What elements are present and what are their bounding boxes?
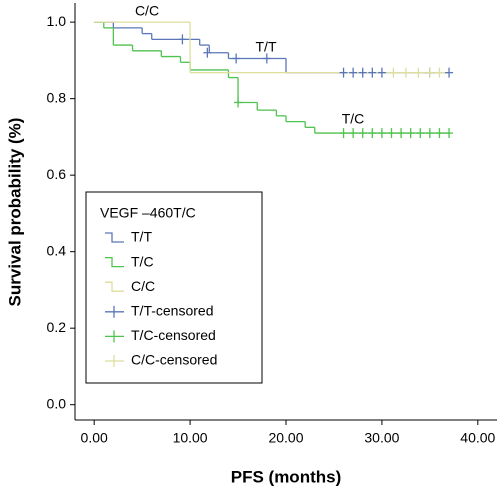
censor-mark: [339, 67, 348, 78]
censor-mark: [425, 128, 434, 139]
censor-mark: [397, 128, 406, 139]
censor-mark: [377, 128, 386, 139]
x-tick-label: 20.00: [268, 430, 303, 446]
y-tick-label: 0.8: [47, 89, 67, 105]
censor-mark: [389, 67, 398, 78]
legend-title: VEGF –460T/C: [100, 205, 196, 221]
censor-mark: [368, 67, 377, 78]
y-tick-label: 1.0: [47, 13, 67, 29]
censor-mark: [232, 53, 241, 64]
censor-mark: [339, 128, 348, 139]
censor-mark: [203, 47, 212, 58]
y-tick-label: 0.0: [47, 395, 67, 411]
censor-mark: [358, 67, 367, 78]
legend-symbol: [105, 256, 124, 268]
legend-box: [85, 191, 263, 384]
censor-mark: [234, 97, 243, 108]
censor-mark: [358, 128, 367, 139]
censor-mark: [349, 67, 358, 78]
x-tick-label: 10.00: [173, 430, 208, 446]
y-axis-title: Survival probability (%): [5, 118, 24, 307]
legend-label: T/C: [131, 253, 154, 269]
censor-mark: [435, 67, 444, 78]
censor-mark: [262, 53, 271, 64]
x-tick-label: 40.00: [460, 430, 495, 446]
legend-symbol: [105, 232, 124, 243]
x-axis-title: PFS (months): [231, 467, 342, 486]
legend-label: T/C-censored: [131, 327, 216, 343]
censor-mark: [406, 128, 415, 139]
censor-mark: [435, 128, 444, 139]
censor-mark: [368, 128, 377, 139]
censor-mark: [425, 67, 434, 78]
censor-mark: [414, 67, 423, 78]
legend-label: C/C-censored: [131, 352, 217, 368]
legend-label: C/C: [131, 278, 155, 294]
x-tick-label: 30.00: [364, 430, 399, 446]
censor-mark: [401, 67, 410, 78]
legend-symbol: [105, 281, 124, 292]
censor-mark: [445, 67, 454, 78]
censor-mark: [416, 128, 425, 139]
censor-mark: [349, 128, 358, 139]
legend-label: T/T: [131, 229, 152, 245]
y-tick-label: 0.6: [47, 166, 67, 182]
annotation: T/T: [256, 39, 277, 55]
legend-label: T/T-censored: [131, 303, 213, 319]
annotation: T/C: [342, 111, 365, 127]
y-tick-label: 0.4: [47, 242, 67, 258]
censor-mark: [377, 67, 386, 78]
y-tick-label: 0.2: [47, 319, 67, 335]
x-tick-label: 0.00: [81, 430, 108, 446]
censor-mark: [387, 128, 396, 139]
annotation: C/C: [135, 3, 159, 19]
censor-mark: [178, 34, 187, 45]
censor-mark: [445, 128, 454, 139]
